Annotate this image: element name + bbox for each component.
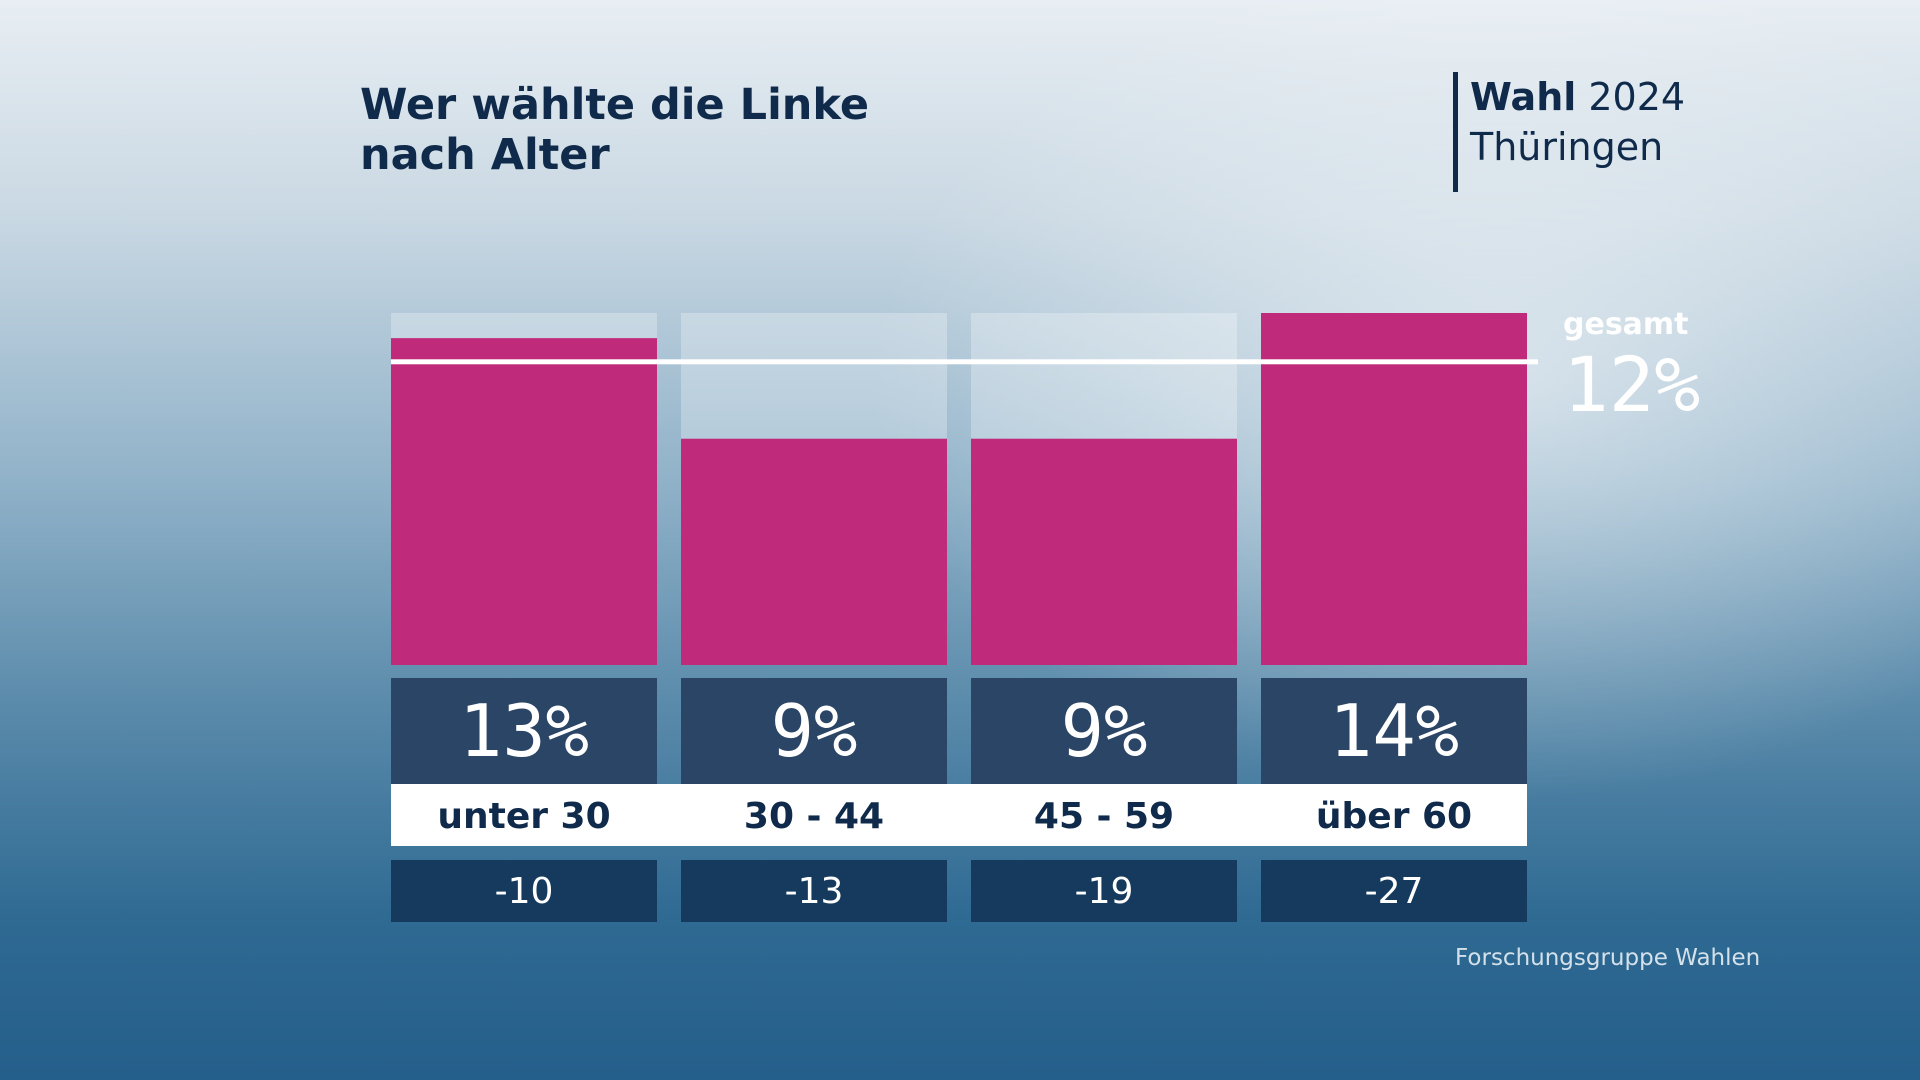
category-band-gap	[1237, 784, 1261, 846]
change-label: -13	[785, 871, 844, 912]
value-box	[391, 678, 657, 784]
category-box	[971, 784, 1237, 846]
brand-region: Thüringen	[1470, 125, 1664, 169]
brand-wahl: Wahl	[1470, 75, 1577, 119]
category-band-gap	[947, 784, 971, 846]
change-label: -19	[1075, 871, 1134, 912]
category-box	[391, 784, 657, 846]
category-box	[1261, 784, 1527, 846]
value-label: 9%	[771, 689, 858, 773]
category-label: 45 - 59	[1034, 796, 1174, 837]
value-box	[971, 678, 1237, 784]
value-box	[681, 678, 947, 784]
source-credit: Forschungsgruppe Wahlen	[1455, 945, 1761, 971]
bar	[1261, 313, 1527, 665]
total-label: gesamt	[1563, 307, 1689, 342]
total-value: 12%	[1563, 340, 1701, 429]
reference-line	[391, 359, 1538, 365]
title-line-1: Wer wählte die Linke	[360, 80, 870, 130]
change-box	[391, 860, 657, 922]
bar	[971, 438, 1237, 665]
category-label: 30 - 44	[744, 796, 884, 837]
brand-line-1: Wahl 2024	[1470, 72, 1753, 122]
value-label: 13%	[459, 689, 589, 773]
bar	[391, 338, 657, 665]
brand-year: 2024	[1588, 75, 1686, 119]
bar	[681, 438, 947, 665]
chart-title: Wer wählte die Linke nach Alter	[360, 80, 869, 180]
brand-block: Wahl 2024 Thüringen	[1453, 72, 1753, 192]
change-label: -27	[1365, 871, 1424, 912]
value-label: 9%	[1061, 689, 1148, 773]
category-band-gap	[657, 784, 681, 846]
change-box	[1261, 860, 1527, 922]
value-label: 14%	[1329, 689, 1459, 773]
change-label: -10	[495, 871, 554, 912]
change-box	[971, 860, 1237, 922]
change-box	[681, 860, 947, 922]
category-box	[681, 784, 947, 846]
category-label: unter 30	[437, 796, 610, 837]
category-label: über 60	[1316, 796, 1472, 837]
title-line-2: nach Alter	[360, 130, 610, 180]
value-box	[1261, 678, 1527, 784]
